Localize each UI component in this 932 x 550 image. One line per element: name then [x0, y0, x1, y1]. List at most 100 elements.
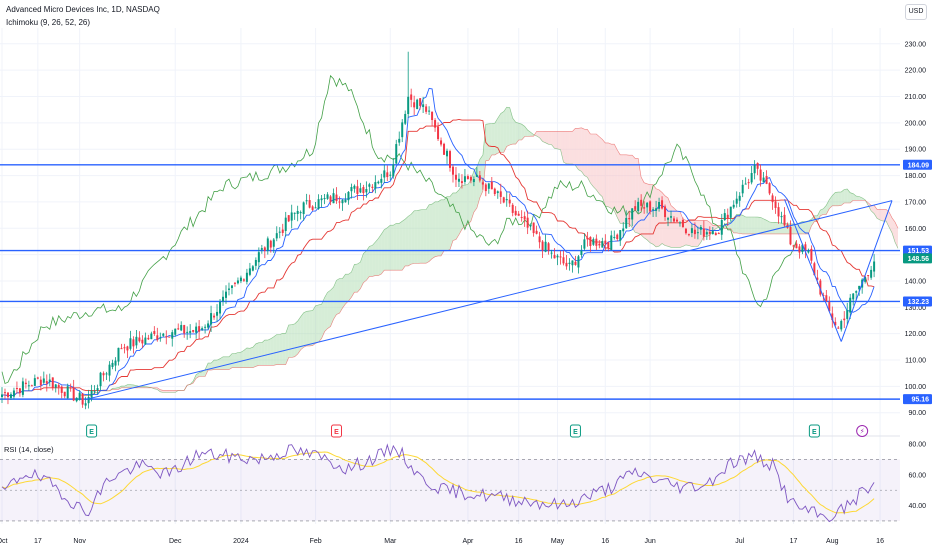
candle-body: [114, 360, 117, 366]
currency-button[interactable]: USD: [905, 4, 927, 20]
cloud-segment: [844, 188, 848, 204]
candle-body: [257, 252, 260, 263]
candle-body: [610, 235, 613, 250]
split-event-icon[interactable]: [856, 425, 869, 437]
candle-body: [225, 291, 227, 298]
cloud-segment: [324, 292, 328, 332]
cloud-segment: [336, 278, 340, 315]
cloud-segment: [270, 336, 274, 366]
price-tick-label: 210.00: [905, 94, 927, 101]
cloud-segment: [420, 209, 424, 264]
candle-body: [508, 199, 511, 204]
candle-body: [84, 403, 87, 406]
base-line: [2, 118, 875, 397]
earnings-event-icon[interactable]: [569, 424, 581, 438]
candle-body: [696, 232, 699, 234]
candle-body: [565, 262, 568, 267]
earnings-event-icon[interactable]: [86, 424, 98, 438]
candle-body: [168, 336, 171, 338]
candle-body: [774, 201, 777, 208]
price-level-tag[interactable]: [903, 159, 932, 170]
split-event-glyph: ⚡: [860, 428, 865, 436]
cloud-segment: [333, 280, 337, 320]
cloud-segment: [438, 199, 442, 256]
candle-body: [326, 194, 329, 199]
cloud-segment: [157, 387, 161, 392]
cloud-segment: [530, 132, 534, 137]
price-tick-label: 120.00: [905, 331, 927, 338]
candle-body: [431, 111, 434, 121]
candle-body: [834, 321, 837, 326]
candle-body: [711, 231, 714, 235]
candle-body: [616, 234, 619, 240]
cloud-segment: [139, 386, 143, 388]
cloud-segment: [739, 214, 743, 234]
candle-body: [78, 392, 81, 400]
candle-body: [499, 191, 502, 197]
price-axis[interactable]: 90.00100.00110.00120.00130.00140.00150.0…: [900, 0, 932, 550]
candle-body: [248, 268, 251, 275]
earnings-event-icon[interactable]: [331, 424, 343, 438]
axis-background: [900, 0, 932, 550]
time-axis[interactable]: Oct 17 Nov Dec 2024 Feb Mar Apr 16 May 16 Jun Jul 17 A…: [0, 538, 884, 545]
candle-body: [66, 386, 69, 399]
event-markers[interactable]: E E E E ⚡: [86, 424, 869, 438]
earnings-event-icon[interactable]: [808, 424, 820, 438]
rsi-pane: [0, 443, 900, 523]
candle-body: [580, 250, 583, 256]
price-level-tag[interactable]: [903, 245, 932, 256]
candle-body: [233, 282, 236, 284]
trendline[interactable]: [840, 200, 893, 342]
cloud-segment: [273, 334, 277, 366]
cloud-segment: [775, 222, 779, 234]
cloud-segment: [423, 209, 427, 264]
cloud-segment: [243, 347, 247, 368]
candle-body: [598, 243, 601, 246]
cloud-segment: [754, 217, 758, 234]
candle-body: [30, 385, 33, 387]
candle-body: [571, 260, 574, 266]
candle-body: [6, 392, 9, 398]
candle-body: [717, 233, 720, 235]
candle-body: [213, 315, 216, 318]
cloud-segment: [772, 222, 776, 234]
cloud-segment: [515, 122, 519, 145]
cloud-segment: [859, 196, 863, 201]
candle-body: [353, 185, 356, 189]
indicator-label[interactable]: Ichimoku (9, 26, 52, 26): [6, 18, 91, 27]
candle-body: [269, 240, 272, 248]
candle-body: [658, 201, 661, 209]
candle-body: [27, 385, 30, 387]
price-level-tag-text: 95.16: [911, 397, 929, 404]
cloud-segment: [378, 234, 382, 276]
trendlines[interactable]: [85, 199, 893, 401]
cloud-segment: [342, 274, 346, 309]
candle-body: [45, 381, 48, 384]
price-level-tag[interactable]: [903, 296, 932, 307]
cloud-segment: [596, 133, 600, 194]
candle-body: [490, 181, 493, 190]
trendline[interactable]: [784, 199, 842, 342]
candle-body: [201, 328, 204, 330]
cloud-segment: [497, 113, 501, 154]
candle-body: [562, 257, 565, 264]
cloud-segment: [730, 218, 734, 233]
candle-body: [870, 269, 873, 278]
candle-body: [323, 198, 326, 200]
candle-body: [39, 379, 42, 386]
candle-body: [371, 186, 374, 188]
cloud-segment: [306, 310, 310, 346]
candle-body: [655, 208, 658, 211]
candle-body: [858, 285, 861, 290]
cloud-segment: [467, 179, 471, 225]
candle-body: [873, 261, 876, 272]
rsi-label[interactable]: RSI (14, close): [4, 445, 54, 454]
trendline[interactable]: [85, 200, 893, 401]
cloud-segment: [309, 310, 313, 346]
price-level-tag[interactable]: [903, 394, 932, 405]
candle-body: [443, 143, 446, 155]
candle-body: [463, 176, 466, 182]
cloud-segment: [635, 158, 639, 234]
last-price-tag[interactable]: [903, 253, 932, 264]
